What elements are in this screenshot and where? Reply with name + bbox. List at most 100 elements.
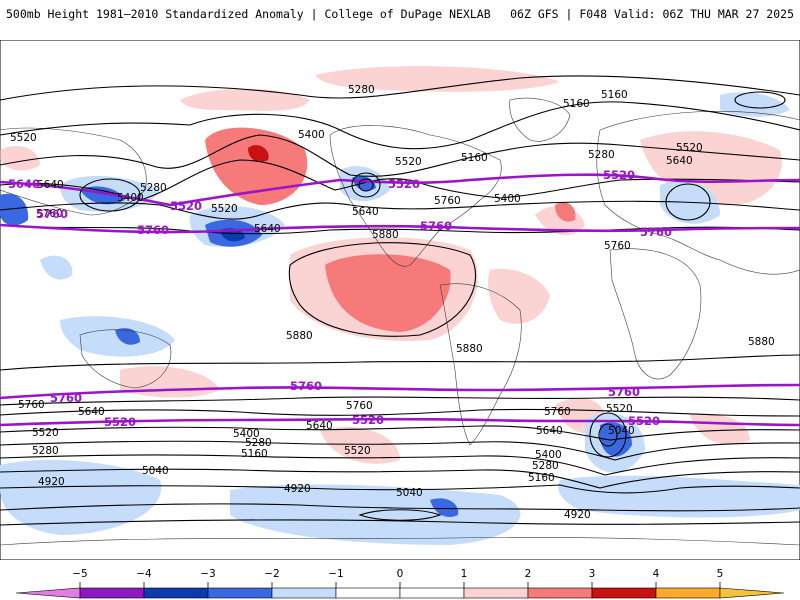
contour-line	[0, 425, 800, 441]
contour-labels: 5280 5160 5160 5520 5400 5520 5160 5280 …	[10, 84, 775, 521]
highlight-label: 5520	[388, 177, 420, 191]
negative-anomaly-region	[430, 498, 459, 518]
positive-anomaly-region	[325, 254, 451, 332]
contour-label: 5400	[298, 129, 325, 141]
highlight-label: 5760	[290, 379, 322, 393]
colorbar-tick-label: 1	[461, 568, 468, 580]
contour-line	[0, 134, 800, 177]
colorbar-tick-label: −4	[136, 568, 152, 580]
low-center	[351, 172, 381, 198]
strong-positive-anomaly	[248, 145, 269, 162]
contour-label: 5160	[601, 89, 628, 101]
colorbar-tick-label: 5	[717, 568, 724, 580]
contour-label: 5280	[348, 84, 375, 96]
contour-label: 5640	[78, 406, 105, 418]
highlight-label: 5760	[608, 385, 640, 399]
contour-label: 5280	[532, 460, 559, 472]
map-header: 500mb Height 1981–2010 Standardized Anom…	[0, 0, 800, 40]
negative-anomaly-region	[720, 92, 790, 117]
contour-label: 5280	[32, 445, 59, 457]
colorbar-swatch	[271, 587, 337, 599]
contour-label: 5880	[372, 229, 399, 241]
colorbar-swatch	[655, 587, 721, 599]
contour-label: 5640	[306, 420, 333, 432]
colorbar-tick-label: 3	[589, 568, 596, 580]
contour-line	[0, 519, 800, 526]
contour-label: 5760	[604, 240, 631, 252]
colorbar-swatch	[399, 587, 465, 599]
positive-anomaly-region	[315, 66, 560, 92]
contour-label: 5640	[37, 179, 64, 191]
contour-label: 5520	[676, 142, 703, 154]
colorbar-swatch	[463, 587, 529, 599]
contour-label: 5880	[748, 336, 775, 348]
map-title: 500mb Height 1981–2010 Standardized Anom…	[6, 7, 491, 21]
contour-line	[0, 101, 800, 150]
nh-5760-line	[0, 223, 800, 234]
contour-label: 5160	[241, 448, 268, 460]
contour-line	[0, 408, 800, 417]
contour-line	[0, 454, 800, 476]
contour-line	[358, 509, 442, 521]
model-run-info: 06Z GFS | F048 Valid: 06Z THU MAR 27 202…	[510, 7, 794, 21]
colorbar-tick-label: 0	[397, 568, 404, 580]
contour-label: 5160	[461, 152, 488, 164]
highlight-label: 5520	[628, 414, 660, 428]
contour-label: 4920	[284, 483, 311, 495]
contour-line	[0, 75, 800, 101]
contour-label: 5880	[286, 330, 313, 342]
contour-label: 5760	[36, 208, 63, 220]
highlight-label: 5520	[603, 168, 635, 182]
contour-label: 5760	[18, 399, 45, 411]
contour-label: 5040	[142, 465, 169, 477]
colorbar-swatch	[207, 587, 273, 599]
low-center	[358, 178, 374, 192]
positive-anomaly-region	[0, 145, 40, 171]
colorbar-tick-marks	[79, 582, 721, 588]
nh-5520-line	[0, 173, 800, 207]
contour-label: 5760	[544, 406, 571, 418]
negative-anomaly-region	[0, 460, 162, 535]
positive-anomaly-region	[180, 88, 310, 111]
colorbar-tick-label: −3	[200, 568, 215, 580]
contour-label: 5760	[434, 195, 461, 207]
low-center	[589, 412, 627, 458]
positive-anomaly-region	[205, 127, 308, 205]
highlight-label: 5520	[352, 413, 384, 427]
contour-label: 5640	[536, 425, 563, 437]
colorbar-arrow-right	[719, 587, 785, 599]
contour-label: 5640	[352, 206, 379, 218]
anomaly-map: 5280 5160 5160 5520 5400 5520 5160 5280 …	[0, 40, 800, 560]
contour-line	[0, 200, 800, 220]
contour-label: 5280	[245, 437, 272, 449]
highlight-label: 5760	[640, 225, 672, 239]
eurasia-outline	[596, 110, 800, 275]
sh-5760-line	[0, 383, 800, 400]
colorbar-swatch	[335, 587, 401, 599]
contour-label: 4920	[38, 476, 65, 488]
highlight-label: 5520	[170, 199, 202, 213]
closed-lows	[79, 91, 786, 458]
negative-anomaly-region	[0, 193, 29, 226]
contour-label: 5280	[140, 182, 167, 194]
colorbar-swatch	[143, 587, 209, 599]
highlight-label: 5760	[420, 219, 452, 233]
low-center	[598, 423, 618, 447]
contour-label: 5520	[10, 132, 37, 144]
negative-anomaly-region	[40, 255, 73, 280]
colorbar-swatch	[79, 587, 145, 599]
highlight-labels: 5640 5760 5520 5760 5520 5760 5520 5760 …	[8, 168, 672, 429]
contour-label: 5400	[535, 449, 562, 461]
colorbar-arrow-left	[15, 587, 81, 599]
contour-line	[0, 484, 800, 494]
contour-label: 5520	[344, 445, 371, 457]
colorbar-swatch	[527, 587, 593, 599]
low-center	[79, 178, 141, 212]
australia-outline	[79, 329, 172, 389]
highlight-label: 5760	[50, 391, 82, 405]
contour-label: 5640	[666, 155, 693, 167]
positive-anomaly-region	[488, 268, 550, 324]
positive-anomaly-region	[690, 413, 750, 445]
contour-line	[288, 242, 477, 337]
positive-anomaly-region	[320, 426, 400, 464]
